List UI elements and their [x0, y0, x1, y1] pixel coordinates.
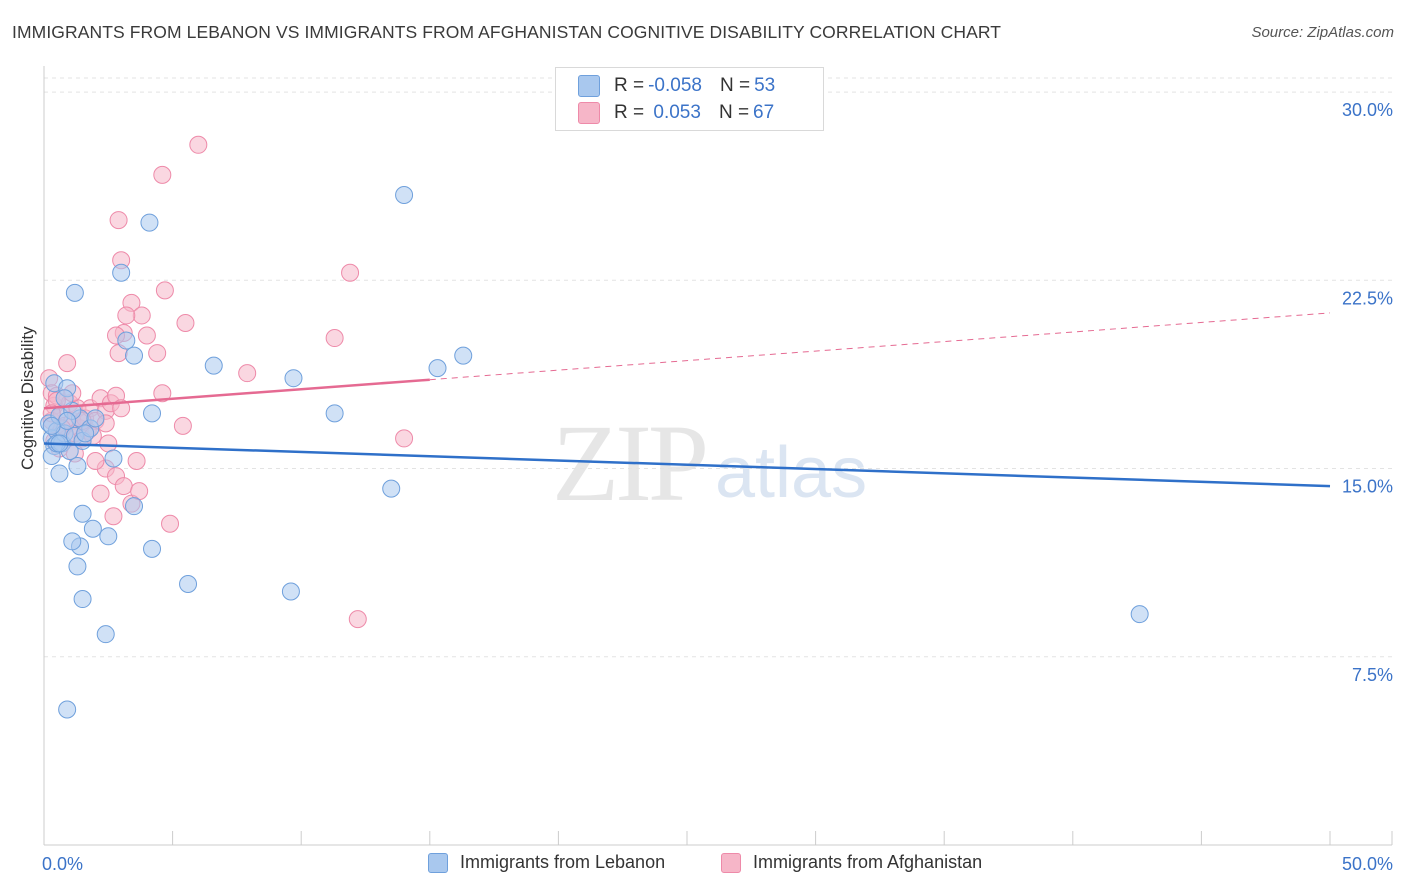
- lebanon-point: [125, 497, 144, 516]
- afghanistan-point: [341, 263, 360, 282]
- afghanistan-swatch: [578, 102, 600, 124]
- lebanon-point: [68, 557, 87, 576]
- lebanon-point: [143, 539, 162, 558]
- legend-item-afghanistan[interactable]: Immigrants from Afghanistan: [721, 852, 982, 873]
- afghanistan-point: [148, 344, 167, 363]
- lebanon-point: [86, 409, 105, 428]
- afghanistan-point: [99, 434, 118, 453]
- y-tick-label: 15.0%: [1342, 477, 1393, 497]
- lebanon-swatch: [578, 75, 600, 97]
- lebanon-point: [1130, 605, 1149, 624]
- lebanon-point: [63, 532, 82, 551]
- stats-legend: R = -0.058 N = 53 R = 0.053 N = 67: [555, 67, 824, 131]
- afghanistan-point: [161, 514, 180, 533]
- afghanistan-point: [395, 429, 414, 448]
- r-label: R =: [614, 75, 645, 96]
- afghanistan-point: [127, 452, 146, 471]
- legend-label-afghanistan: Immigrants from Afghanistan: [753, 852, 983, 872]
- afghanistan-point: [117, 306, 136, 325]
- lebanon-point: [73, 590, 92, 609]
- afghanistan-point: [132, 306, 151, 325]
- afghanistan-point: [114, 477, 133, 496]
- afghanistan-point: [348, 610, 367, 629]
- r-value: -0.058: [648, 75, 702, 96]
- afghanistan-point: [173, 416, 192, 435]
- lebanon-point: [179, 574, 198, 593]
- series-legend: Immigrants from Lebanon Immigrants from …: [0, 850, 1406, 880]
- lebanon-point: [395, 185, 414, 204]
- x-tick-label-max: 50.0%: [1342, 854, 1393, 874]
- n-label: N =: [718, 102, 750, 123]
- afghanistan-point: [137, 326, 156, 345]
- afghanistan-point: [238, 364, 257, 383]
- n-value: 53: [754, 75, 776, 96]
- stats-legend-row-lebanon: R = -0.058 N = 53: [578, 73, 775, 99]
- lebanon-point: [428, 359, 447, 378]
- lebanon-point: [96, 625, 115, 644]
- lebanon-point: [382, 479, 401, 498]
- legend-item-lebanon[interactable]: Immigrants from Lebanon: [428, 852, 665, 873]
- r-value: 0.053: [648, 102, 701, 123]
- n-value: 67: [753, 102, 775, 123]
- lebanon-point: [104, 449, 123, 468]
- afghanistan-trend-extension: [429, 312, 1331, 381]
- afghanistan-trend-line: [43, 378, 430, 410]
- lebanon-legend-swatch: [428, 852, 448, 873]
- afghanistan-point: [189, 135, 208, 154]
- lebanon-point: [281, 582, 300, 601]
- afghanistan-point: [176, 313, 195, 332]
- lebanon-point: [99, 527, 118, 546]
- afghanistan-point: [104, 507, 123, 526]
- afghanistan-point: [153, 384, 172, 403]
- afghanistan-point: [325, 329, 344, 348]
- lebanon-point: [76, 424, 95, 443]
- lebanon-point: [55, 389, 74, 408]
- y-tick-label: 30.0%: [1342, 100, 1393, 120]
- lebanon-point: [58, 700, 77, 719]
- lebanon-point: [140, 213, 159, 232]
- lebanon-point: [112, 263, 131, 282]
- lebanon-point: [204, 356, 223, 375]
- lebanon-point: [125, 346, 144, 365]
- afghanistan-point: [153, 165, 172, 184]
- lebanon-trend-line: [43, 442, 1331, 488]
- lebanon-point: [58, 411, 77, 430]
- n-label: N =: [719, 75, 751, 96]
- y-axis-label: Cognitive Disability: [18, 326, 37, 470]
- lebanon-point: [117, 331, 136, 350]
- lebanon-point: [284, 369, 303, 388]
- lebanon-point: [65, 283, 84, 302]
- lebanon-point: [50, 464, 69, 483]
- y-tick-label: 22.5%: [1342, 288, 1393, 308]
- afghanistan-point: [91, 484, 110, 503]
- y-tick-label: 7.5%: [1352, 665, 1393, 685]
- lebanon-point: [454, 346, 473, 365]
- afghanistan-point: [86, 452, 105, 471]
- afghanistan-point: [130, 482, 149, 501]
- afghanistan-legend-swatch: [721, 852, 741, 873]
- stats-legend-row-afghanistan: R = 0.053 N = 67: [578, 100, 774, 126]
- source-credit: Source: ZipAtlas.com: [1251, 24, 1394, 41]
- watermark-atlas: atlas: [715, 433, 868, 513]
- x-tick-label-min: 0.0%: [42, 854, 83, 874]
- lebanon-point: [143, 404, 162, 423]
- legend-label-lebanon: Immigrants from Lebanon: [460, 852, 666, 872]
- lebanon-point: [42, 416, 61, 435]
- afghanistan-point: [58, 354, 77, 373]
- r-label: R =: [614, 102, 645, 123]
- lebanon-point: [68, 457, 87, 476]
- afghanistan-point: [155, 281, 174, 300]
- lebanon-point: [83, 519, 102, 538]
- lebanon-point: [73, 504, 92, 523]
- afghanistan-point: [109, 211, 128, 230]
- chart-title: IMMIGRANTS FROM LEBANON VS IMMIGRANTS FR…: [12, 22, 1002, 42]
- lebanon-point: [325, 404, 344, 423]
